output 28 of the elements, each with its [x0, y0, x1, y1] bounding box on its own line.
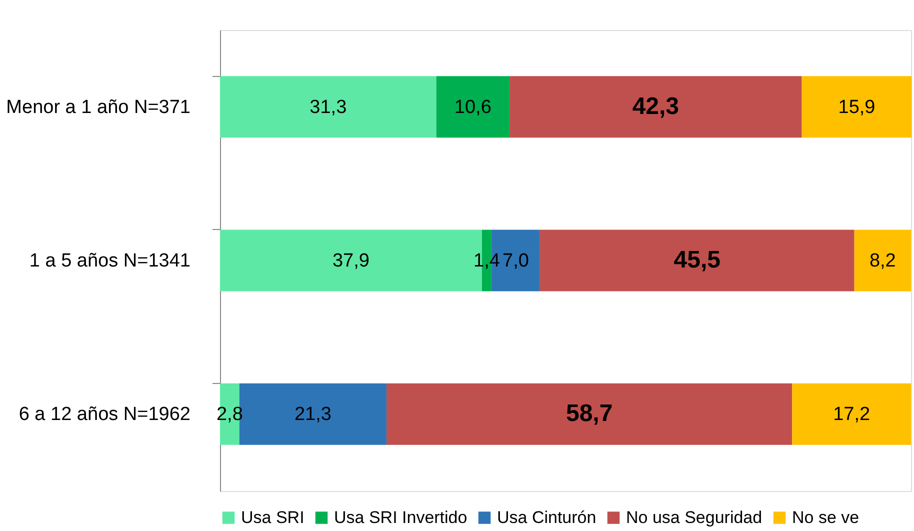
data-label: 7,0	[502, 250, 529, 272]
legend-label: Usa SRI	[241, 508, 304, 527]
legend-label: Usa SRI Invertido	[334, 508, 468, 527]
bar	[386, 383, 792, 445]
data-label: 8,2	[869, 250, 896, 272]
y-tick-label: 1 a 5 años N=1341	[29, 250, 190, 272]
data-label: 58,7	[566, 400, 613, 428]
bar	[854, 230, 911, 292]
legend-label: Usa Cinturón	[497, 508, 596, 527]
data-label: 42,3	[632, 92, 680, 120]
legend-label: No usa Seguridad	[626, 508, 762, 527]
bar	[792, 383, 911, 445]
data-label: 31,3	[310, 96, 347, 118]
data-label: 17,2	[833, 404, 870, 426]
data-label: 21,3	[294, 404, 332, 426]
bar	[220, 76, 436, 138]
bar	[510, 76, 802, 138]
legend-label: No se ve	[792, 508, 860, 527]
data-label: 15,9	[838, 96, 876, 118]
data-label: 10,6	[454, 96, 492, 118]
bar	[540, 230, 854, 292]
bar	[436, 76, 510, 138]
y-tick-label: 6 a 12 años N=1962	[18, 404, 190, 426]
data-label: 45,5	[674, 246, 720, 274]
data-label: 37,9	[332, 250, 370, 272]
bar	[802, 76, 912, 138]
data-label: 1,4	[474, 250, 500, 272]
y-tick-label: Menor a 1 año N=371	[6, 96, 190, 118]
